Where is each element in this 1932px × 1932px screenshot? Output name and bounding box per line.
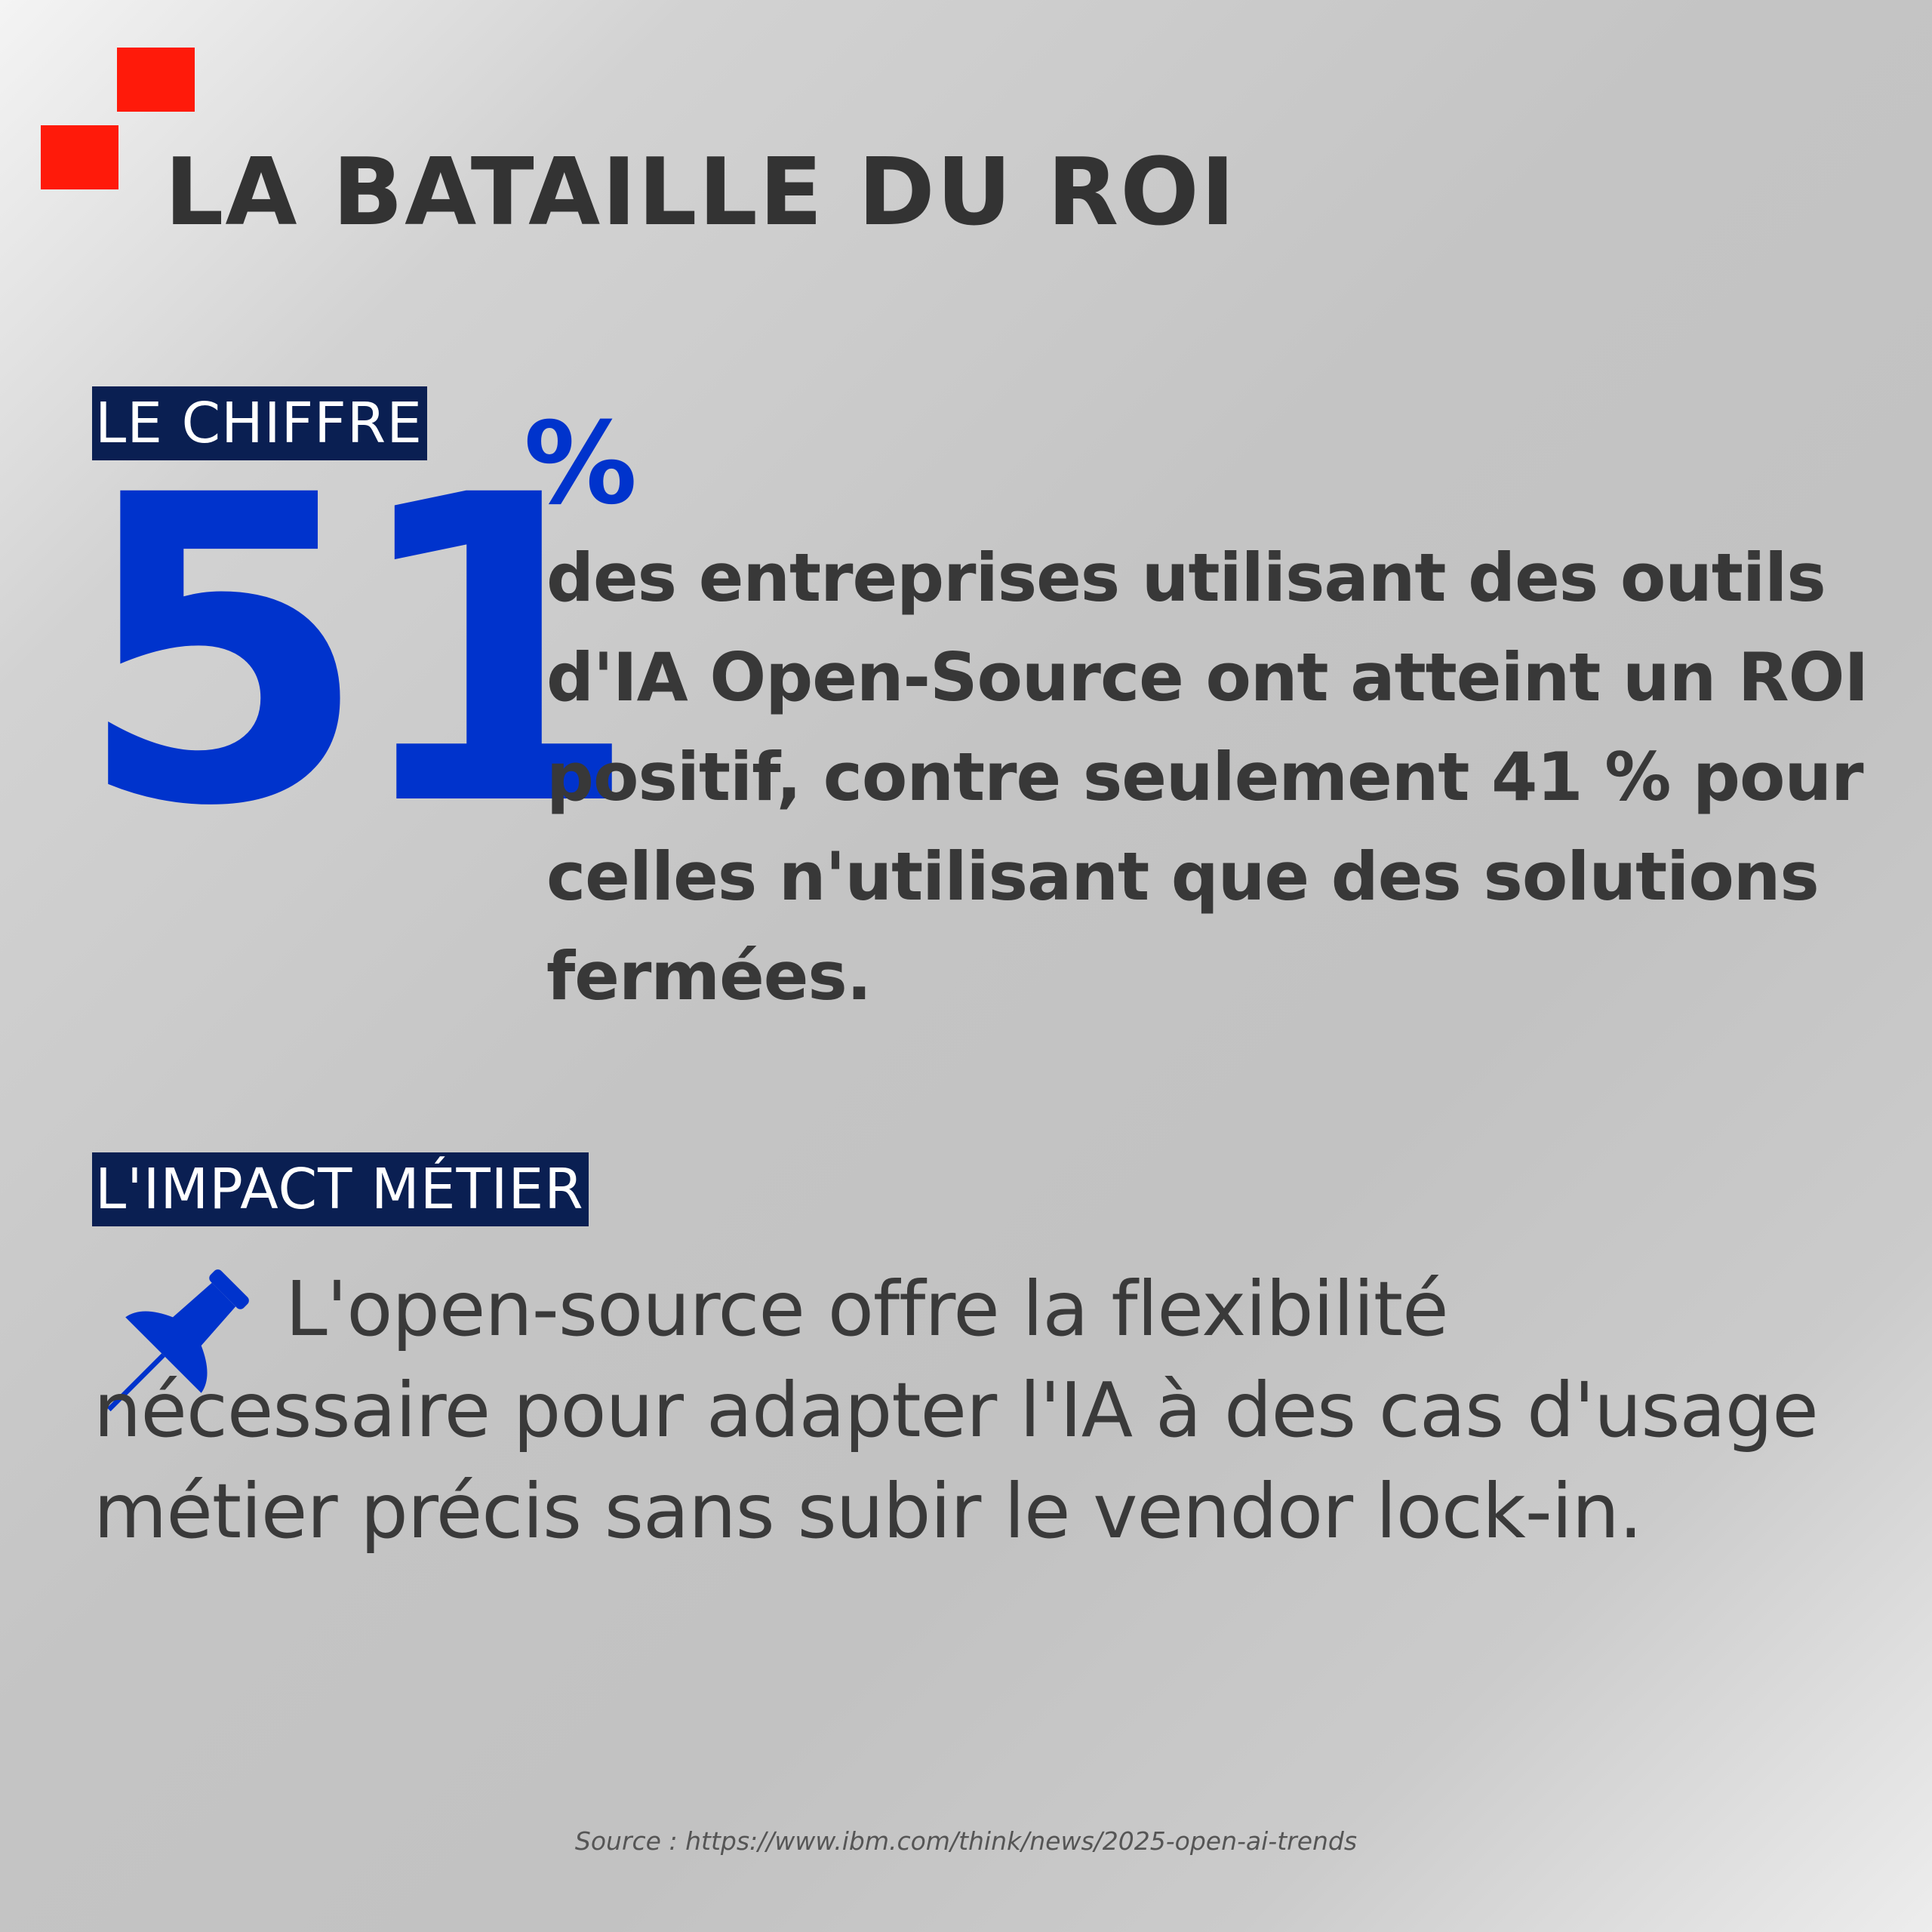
key-figure-number: 51 [75,407,641,899]
red-square-decoration-bottom [41,125,118,189]
pushpin-icon [106,1269,249,1412]
section-tag-impact: L'IMPACT MÉTIER [92,1152,589,1226]
key-figure-unit: % [524,398,638,530]
page-title: LA BATAILLE DU ROI [165,139,1237,247]
key-figure-description: des entreprises utilisant des outils d'I… [546,539,1869,1015]
source-citation: Source : https://www.ibm.com/think/news/… [574,1826,1358,1856]
impact-text-body: L'open-source offre la flexibilité néces… [94,1265,1819,1555]
red-square-decoration-top [117,48,195,112]
section-tag-chiffre: LE CHIFFRE [92,386,427,460]
impact-text: L'open-source offre la flexibilité néces… [94,1259,1852,1562]
